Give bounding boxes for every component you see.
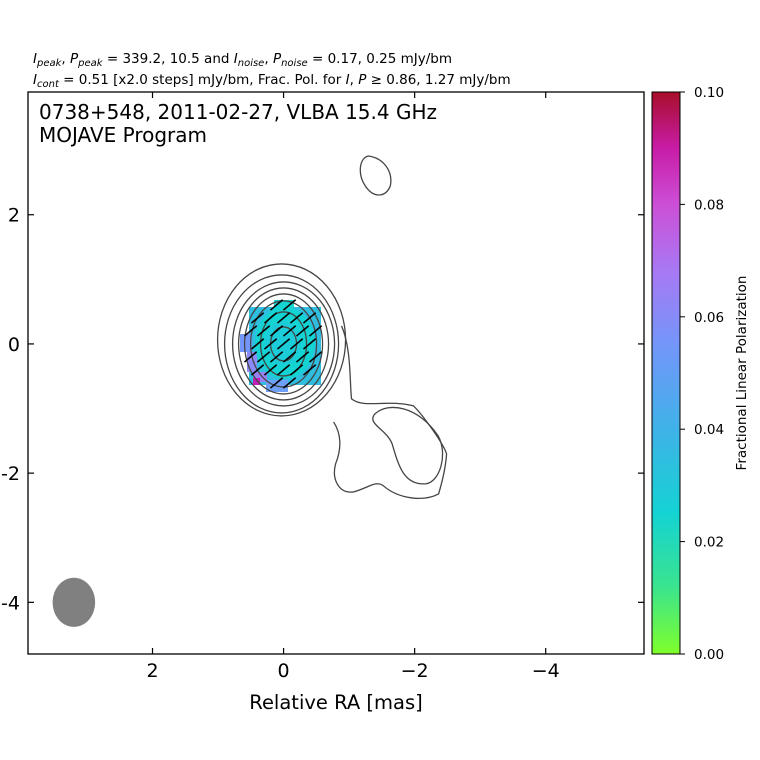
- y-tick-label: 0: [8, 334, 20, 356]
- polarization-vector: [308, 325, 323, 337]
- x-tick-label: 2: [146, 660, 158, 682]
- y-tick-label: -4: [1, 592, 20, 614]
- polarization-vector: [276, 312, 291, 324]
- polarization-vector: [295, 351, 310, 363]
- colorbar-tick-label: 0.00: [694, 647, 724, 663]
- header-line-2: Icont = 0.51 [x2.0 steps] mJy/bm, Frac. …: [33, 72, 511, 90]
- contour-level: [259, 311, 308, 377]
- polarization-vector: [295, 325, 310, 337]
- polarization-vector: [243, 351, 258, 363]
- polarization-vector: [263, 312, 278, 324]
- polarization-vector: [289, 312, 304, 324]
- polarization-vector: [250, 364, 265, 376]
- colorbar-tick-label: 0.02: [694, 535, 724, 551]
- x-tick-label: −4: [532, 660, 560, 682]
- contour-jet-inner: [372, 406, 444, 485]
- polarization-vector: [282, 351, 297, 363]
- y-tick-label: -2: [1, 463, 20, 485]
- x-tick-label: −2: [401, 660, 429, 682]
- polarization-vector: [282, 325, 297, 337]
- contour-north-feature: [359, 155, 392, 196]
- chart-title: 0738+548, 2011-02-27, VLBA 15.4 GHz: [39, 100, 437, 124]
- colorbar: [651, 91, 681, 655]
- pol-region-left: [240, 334, 252, 352]
- header-line-1: Ipeak, Ppeak = 339.2, 10.5 and Inoise, P…: [33, 51, 452, 69]
- pol-region-top: [274, 300, 294, 310]
- polarization-vector: [243, 325, 258, 337]
- polarization-vector: [263, 364, 278, 376]
- colorbar-tick-label: 0.10: [694, 85, 724, 101]
- chart-subtitle: MOJAVE Program: [39, 123, 207, 147]
- polarization-vector: [276, 364, 291, 376]
- y-tick-label: 2: [8, 205, 20, 227]
- polarization-vector: [289, 338, 304, 350]
- polarization-vector: [269, 377, 284, 389]
- polarization-vectors: [243, 299, 323, 389]
- contour-jet-outer: [333, 325, 448, 499]
- polarization-vector: [308, 351, 323, 363]
- polarization-vector: [302, 364, 317, 376]
- polarization-vector: [269, 299, 284, 311]
- plot-frame: [27, 91, 645, 655]
- plot-content: [52, 155, 448, 627]
- x-tick-label: 0: [278, 660, 290, 682]
- polarization-vector: [289, 364, 304, 376]
- polarization-vector: [256, 351, 271, 363]
- polarization-vector: [276, 338, 291, 350]
- x-axis-ticks: 2 0 −2 −4: [146, 92, 560, 682]
- contour-level: [237, 287, 330, 401]
- contour-level: [223, 274, 340, 414]
- y-axis-ticks: 2 0 -2 -4: [1, 205, 644, 614]
- pol-region-bottom-left: [253, 372, 267, 382]
- polarization-vector: [282, 377, 297, 389]
- intensity-contours: [216, 155, 448, 499]
- pol-region-left-lower: [247, 352, 257, 372]
- contour-level: [231, 281, 336, 407]
- polarization-vector: [256, 325, 271, 337]
- polarization-vector: [269, 325, 284, 337]
- polarization-vector: [263, 338, 278, 350]
- polarization-vector: [250, 338, 265, 350]
- beam-ellipse: [52, 577, 96, 627]
- x-axis-label: Relative RA [mas]: [249, 691, 422, 714]
- polarization-vector: [282, 299, 297, 311]
- colorbar-tick-label: 0.06: [694, 310, 724, 326]
- contour-level: [243, 293, 324, 395]
- colorbar-tick-label: 0.08: [694, 197, 724, 213]
- polarization-vector: [302, 312, 317, 324]
- pol-region-magenta: [253, 378, 260, 385]
- polarization-vector: [269, 351, 284, 363]
- polarization-vector: [302, 338, 317, 350]
- colorbar-label: Fractional Linear Polarization: [734, 276, 750, 471]
- colorbar-ticks: 0.00 0.02 0.04 0.06 0.08 0.10: [680, 85, 724, 663]
- colorbar-tick-label: 0.04: [694, 422, 724, 438]
- polarization-vector: [250, 312, 265, 324]
